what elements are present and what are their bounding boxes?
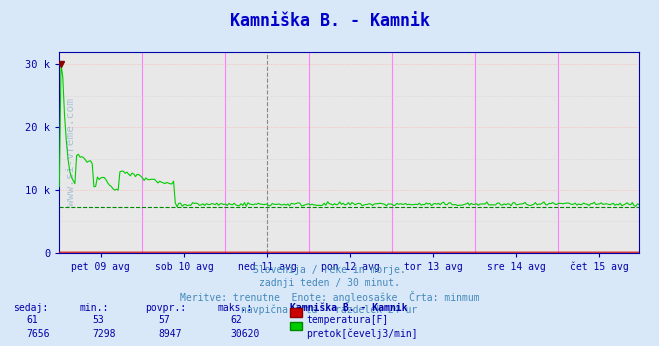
Text: Kamniška B. - Kamnik: Kamniška B. - Kamnik [229, 12, 430, 30]
Text: navpična črta - razdelek 24 ur: navpična črta - razdelek 24 ur [241, 304, 418, 315]
Text: sedaj:: sedaj: [13, 303, 48, 313]
Text: www.si-vreme.com: www.si-vreme.com [66, 98, 76, 206]
Text: Meritve: trenutne  Enote: angleosaške  Črta: minmum: Meritve: trenutne Enote: angleosaške Črt… [180, 291, 479, 303]
Text: temperatura[F]: temperatura[F] [306, 315, 389, 325]
Text: 57: 57 [158, 315, 170, 325]
Text: Slovenija / reke in morje.: Slovenija / reke in morje. [253, 265, 406, 275]
Text: pretok[čevelj3/min]: pretok[čevelj3/min] [306, 329, 418, 339]
Text: 30620: 30620 [231, 329, 260, 339]
Text: min.:: min.: [79, 303, 109, 313]
Text: 61: 61 [26, 315, 38, 325]
Text: 53: 53 [92, 315, 104, 325]
Text: Kamniška B. - Kamnik: Kamniška B. - Kamnik [290, 303, 407, 313]
Text: povpr.:: povpr.: [145, 303, 186, 313]
Text: 7656: 7656 [26, 329, 50, 339]
Text: maks.:: maks.: [217, 303, 252, 313]
Text: 62: 62 [231, 315, 243, 325]
Text: 7298: 7298 [92, 329, 116, 339]
Text: zadnji teden / 30 minut.: zadnji teden / 30 minut. [259, 278, 400, 288]
Text: 8947: 8947 [158, 329, 182, 339]
